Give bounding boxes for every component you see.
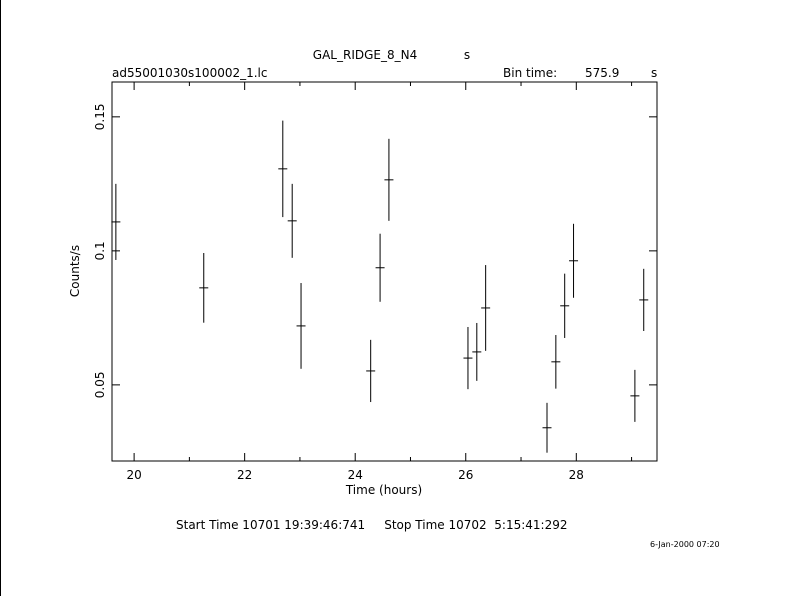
chart-title: GAL_RIDGE_8_N4 (313, 48, 417, 62)
y-tick-label: 0.15 (93, 103, 107, 130)
plot-frame (111, 81, 658, 462)
x-tick-label: 22 (237, 468, 252, 482)
y-tick-label: 0.1 (93, 241, 107, 260)
file-label: ad55001030s100002_1.lc (112, 66, 268, 80)
y-axis-label: Counts/s (68, 245, 82, 297)
x-tick-label: 28 (569, 468, 584, 482)
x-tick-label: 26 (458, 468, 473, 482)
bin-unit: s (651, 66, 657, 80)
bin-label: Bin time: (503, 66, 557, 80)
x-tick-label: 24 (348, 468, 363, 482)
date: 6-Jan-2000 07:20 (650, 540, 720, 549)
footer: Start Time 10701 19:39:46:741 Stop Time … (176, 518, 568, 532)
title-unit: s (464, 48, 470, 62)
x-axis-label: Time (hours) (345, 483, 422, 497)
y-tick-label: 0.05 (93, 372, 107, 399)
bin-value: 575.9 (585, 66, 619, 80)
x-tick-label: 20 (126, 468, 141, 482)
